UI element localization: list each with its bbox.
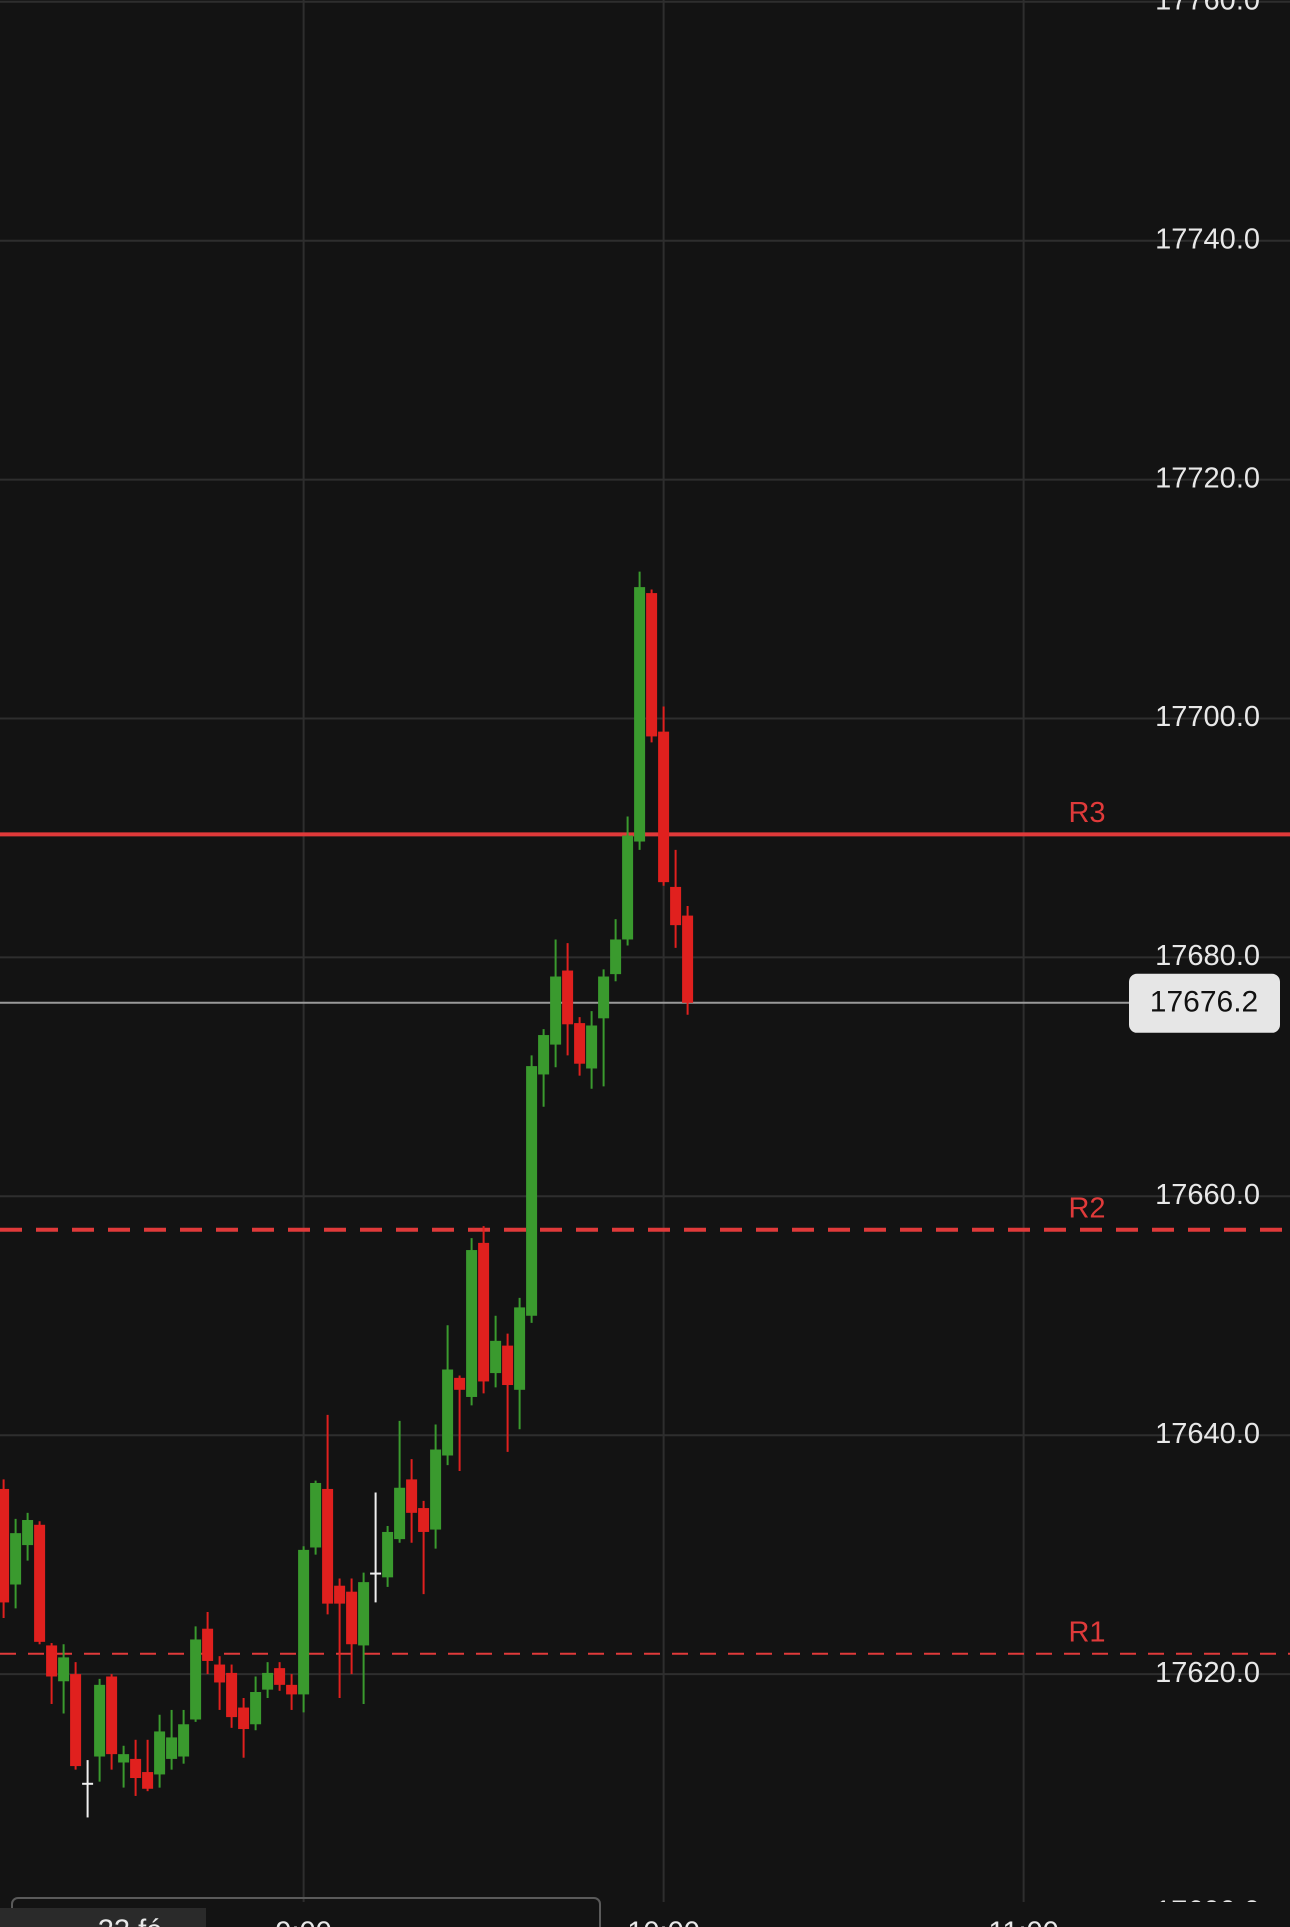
y-tick-label: 17760.0 (1155, 0, 1260, 16)
y-tick-label: 17720.0 (1155, 462, 1260, 494)
candle-body (406, 1479, 418, 1513)
candle-body (334, 1585, 346, 1604)
candle-body (10, 1533, 22, 1585)
x-axis-strip (0, 1902, 1290, 1927)
candle-body (190, 1639, 202, 1720)
candle-body (466, 1250, 478, 1397)
level-label: R3 (1068, 797, 1105, 829)
candle-body (298, 1549, 310, 1695)
y-tick-label: 17620.0 (1155, 1657, 1260, 1689)
candle-body (346, 1591, 358, 1645)
candle-body (142, 1772, 154, 1789)
candle-body (214, 1664, 226, 1683)
candle-body (538, 1035, 550, 1075)
candle-body (250, 1692, 262, 1725)
date-tag (0, 1908, 206, 1927)
candle-body (34, 1524, 46, 1642)
candle-body (274, 1668, 286, 1685)
candle-body (682, 915, 694, 1003)
candle-body (658, 731, 670, 883)
y-tick-label: 17680.0 (1155, 940, 1260, 972)
candle-body (238, 1707, 250, 1730)
x-tick-label: 9:00 (275, 1917, 331, 1927)
candle-body (610, 939, 622, 975)
candle-body (202, 1628, 214, 1661)
candle-body (118, 1754, 130, 1763)
candle-body (454, 1377, 466, 1390)
candle-body (430, 1449, 442, 1530)
x-tick-label: 11:00 (988, 1917, 1058, 1927)
level-label: R2 (1068, 1192, 1105, 1224)
y-tick-label: 17640.0 (1155, 1418, 1260, 1450)
candle-body (622, 835, 634, 940)
candle-body (574, 1023, 586, 1064)
candle-body (394, 1487, 406, 1540)
candle-body (178, 1724, 190, 1757)
candle-body (586, 1025, 598, 1069)
candle-body (262, 1672, 274, 1690)
candle-body (526, 1066, 538, 1316)
y-tick-label: 17660.0 (1155, 1179, 1260, 1211)
candle-body (562, 970, 574, 1025)
candle-body (310, 1482, 322, 1548)
candle-body (670, 886, 682, 926)
date-label: 22 fé (98, 1915, 163, 1927)
candle-body (358, 1582, 370, 1646)
candle-body (286, 1684, 298, 1695)
candle-body (82, 1782, 94, 1785)
candle-body (0, 1488, 10, 1603)
candle-body (322, 1488, 334, 1604)
y-tick-label: 17700.0 (1155, 701, 1260, 733)
candle-body (550, 976, 562, 1045)
candle-body (130, 1758, 142, 1779)
last-price-tag (1129, 973, 1280, 1033)
candle-body (646, 593, 658, 737)
candle-body (106, 1676, 118, 1755)
candle-body (490, 1340, 502, 1374)
candle-body (502, 1345, 514, 1386)
candle-body (166, 1737, 178, 1759)
x-tick-label: 10:00 (627, 1917, 700, 1927)
candle-body (154, 1731, 166, 1775)
candle-body (418, 1508, 430, 1532)
candle-body (442, 1369, 454, 1456)
candle-body (70, 1674, 82, 1767)
candle-body (46, 1645, 58, 1677)
candle-body (478, 1242, 490, 1382)
candle-body (22, 1520, 34, 1546)
candle-body (94, 1684, 106, 1757)
level-label: R1 (1068, 1616, 1105, 1648)
candle-body (634, 587, 646, 842)
candle-body (226, 1672, 238, 1718)
candle-body (370, 1572, 382, 1575)
candle-body (382, 1531, 394, 1578)
y-tick-label: 17740.0 (1155, 223, 1260, 255)
candle-body (598, 976, 610, 1019)
candle-body (58, 1657, 70, 1682)
last-price-label: 17676.2 (1150, 986, 1258, 1019)
candle-body (514, 1307, 526, 1390)
